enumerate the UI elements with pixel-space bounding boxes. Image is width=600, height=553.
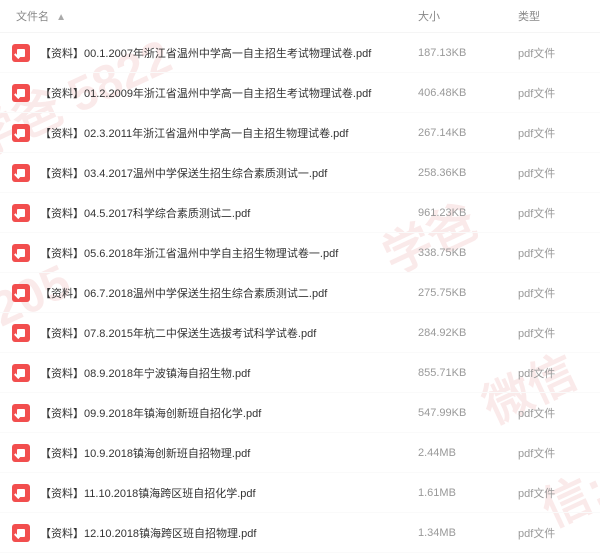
file-size: 547.99KB bbox=[418, 407, 518, 419]
file-type: pdf文件 bbox=[518, 125, 588, 141]
file-row[interactable]: 【资料】04.5.2017科学综合素质测试二.pdf961.23KBpdf文件 bbox=[0, 193, 600, 233]
file-type: pdf文件 bbox=[518, 525, 588, 541]
file-size: 406.48KB bbox=[418, 87, 518, 99]
file-type: pdf文件 bbox=[518, 85, 588, 101]
file-name: 【资料】09.9.2018年镇海创新班自招化学.pdf bbox=[40, 405, 418, 421]
file-size: 1.34MB bbox=[418, 527, 518, 539]
header-name-label: 文件名 bbox=[16, 11, 49, 23]
file-name: 【资料】01.2.2009年浙江省温州中学高一自主招生考试物理试卷.pdf bbox=[40, 85, 418, 101]
file-name: 【资料】06.7.2018温州中学保送生招生综合素质测试二.pdf bbox=[40, 285, 418, 301]
header-type-label: 类型 bbox=[518, 11, 540, 23]
file-name: 【资料】05.6.2018年浙江省温州中学自主招生物理试卷一.pdf bbox=[40, 245, 418, 261]
file-row[interactable]: 【资料】06.7.2018温州中学保送生招生综合素质测试二.pdf275.75K… bbox=[0, 273, 600, 313]
file-type: pdf文件 bbox=[518, 205, 588, 221]
file-size: 258.36KB bbox=[418, 167, 518, 179]
file-row[interactable]: 【资料】11.10.2018镇海跨区班自招化学.pdf1.61MBpdf文件 bbox=[0, 473, 600, 513]
file-row[interactable]: 【资料】05.6.2018年浙江省温州中学自主招生物理试卷一.pdf338.75… bbox=[0, 233, 600, 273]
file-type: pdf文件 bbox=[518, 285, 588, 301]
pdf-file-icon bbox=[12, 204, 30, 222]
file-size: 961.23KB bbox=[418, 207, 518, 219]
file-size: 275.75KB bbox=[418, 287, 518, 299]
file-name: 【资料】08.9.2018年宁波镇海自招生物.pdf bbox=[40, 365, 418, 381]
pdf-file-icon bbox=[12, 524, 30, 542]
file-type: pdf文件 bbox=[518, 45, 588, 61]
pdf-file-icon bbox=[12, 124, 30, 142]
file-name: 【资料】12.10.2018镇海跨区班自招物理.pdf bbox=[40, 525, 418, 541]
file-row[interactable]: 【资料】10.9.2018镇海创新班自招物理.pdf2.44MBpdf文件 bbox=[0, 433, 600, 473]
file-type: pdf文件 bbox=[518, 405, 588, 421]
file-size: 855.71KB bbox=[418, 367, 518, 379]
pdf-file-icon bbox=[12, 164, 30, 182]
file-size: 338.75KB bbox=[418, 247, 518, 259]
pdf-file-icon bbox=[12, 404, 30, 422]
pdf-file-icon bbox=[12, 84, 30, 102]
header-type-column[interactable]: 类型 bbox=[518, 8, 588, 24]
file-list-container: 文件名 ▲ 大小 类型 【资料】00.1.2007年浙江省温州中学高一自主招生考… bbox=[0, 0, 600, 553]
file-type: pdf文件 bbox=[518, 325, 588, 341]
header-size-label: 大小 bbox=[418, 11, 440, 23]
file-size: 187.13KB bbox=[418, 47, 518, 59]
pdf-file-icon bbox=[12, 484, 30, 502]
file-row[interactable]: 【资料】07.8.2015年杭二中保送生选拔考试科学试卷.pdf284.92KB… bbox=[0, 313, 600, 353]
file-row[interactable]: 【资料】12.10.2018镇海跨区班自招物理.pdf1.34MBpdf文件 bbox=[0, 513, 600, 553]
pdf-file-icon bbox=[12, 44, 30, 62]
file-row[interactable]: 【资料】03.4.2017温州中学保送生招生综合素质测试一.pdf258.36K… bbox=[0, 153, 600, 193]
file-name: 【资料】10.9.2018镇海创新班自招物理.pdf bbox=[40, 445, 418, 461]
file-name: 【资料】00.1.2007年浙江省温州中学高一自主招生考试物理试卷.pdf bbox=[40, 45, 418, 61]
file-name: 【资料】07.8.2015年杭二中保送生选拔考试科学试卷.pdf bbox=[40, 325, 418, 341]
file-type: pdf文件 bbox=[518, 445, 588, 461]
file-name: 【资料】02.3.2011年浙江省温州中学高一自主招生物理试卷.pdf bbox=[40, 125, 418, 141]
file-size: 267.14KB bbox=[418, 127, 518, 139]
file-size: 284.92KB bbox=[418, 327, 518, 339]
file-row[interactable]: 【资料】08.9.2018年宁波镇海自招生物.pdf855.71KBpdf文件 bbox=[0, 353, 600, 393]
pdf-file-icon bbox=[12, 244, 30, 262]
pdf-file-icon bbox=[12, 284, 30, 302]
file-type: pdf文件 bbox=[518, 165, 588, 181]
header-name-column[interactable]: 文件名 ▲ bbox=[12, 8, 418, 24]
file-row[interactable]: 【资料】01.2.2009年浙江省温州中学高一自主招生考试物理试卷.pdf406… bbox=[0, 73, 600, 113]
file-name: 【资料】11.10.2018镇海跨区班自招化学.pdf bbox=[40, 485, 418, 501]
header-size-column[interactable]: 大小 bbox=[418, 8, 518, 24]
file-row[interactable]: 【资料】09.9.2018年镇海创新班自招化学.pdf547.99KBpdf文件 bbox=[0, 393, 600, 433]
file-type: pdf文件 bbox=[518, 485, 588, 501]
pdf-file-icon bbox=[12, 364, 30, 382]
pdf-file-icon bbox=[12, 444, 30, 462]
file-size: 1.61MB bbox=[418, 487, 518, 499]
file-row[interactable]: 【资料】02.3.2011年浙江省温州中学高一自主招生物理试卷.pdf267.1… bbox=[0, 113, 600, 153]
file-rows-container: 【资料】00.1.2007年浙江省温州中学高一自主招生考试物理试卷.pdf187… bbox=[0, 33, 600, 553]
file-row[interactable]: 【资料】00.1.2007年浙江省温州中学高一自主招生考试物理试卷.pdf187… bbox=[0, 33, 600, 73]
file-name: 【资料】04.5.2017科学综合素质测试二.pdf bbox=[40, 205, 418, 221]
table-header: 文件名 ▲ 大小 类型 bbox=[0, 0, 600, 33]
file-name: 【资料】03.4.2017温州中学保送生招生综合素质测试一.pdf bbox=[40, 165, 418, 181]
pdf-file-icon bbox=[12, 324, 30, 342]
file-size: 2.44MB bbox=[418, 447, 518, 459]
file-type: pdf文件 bbox=[518, 365, 588, 381]
sort-ascending-icon: ▲ bbox=[56, 12, 66, 23]
file-type: pdf文件 bbox=[518, 245, 588, 261]
